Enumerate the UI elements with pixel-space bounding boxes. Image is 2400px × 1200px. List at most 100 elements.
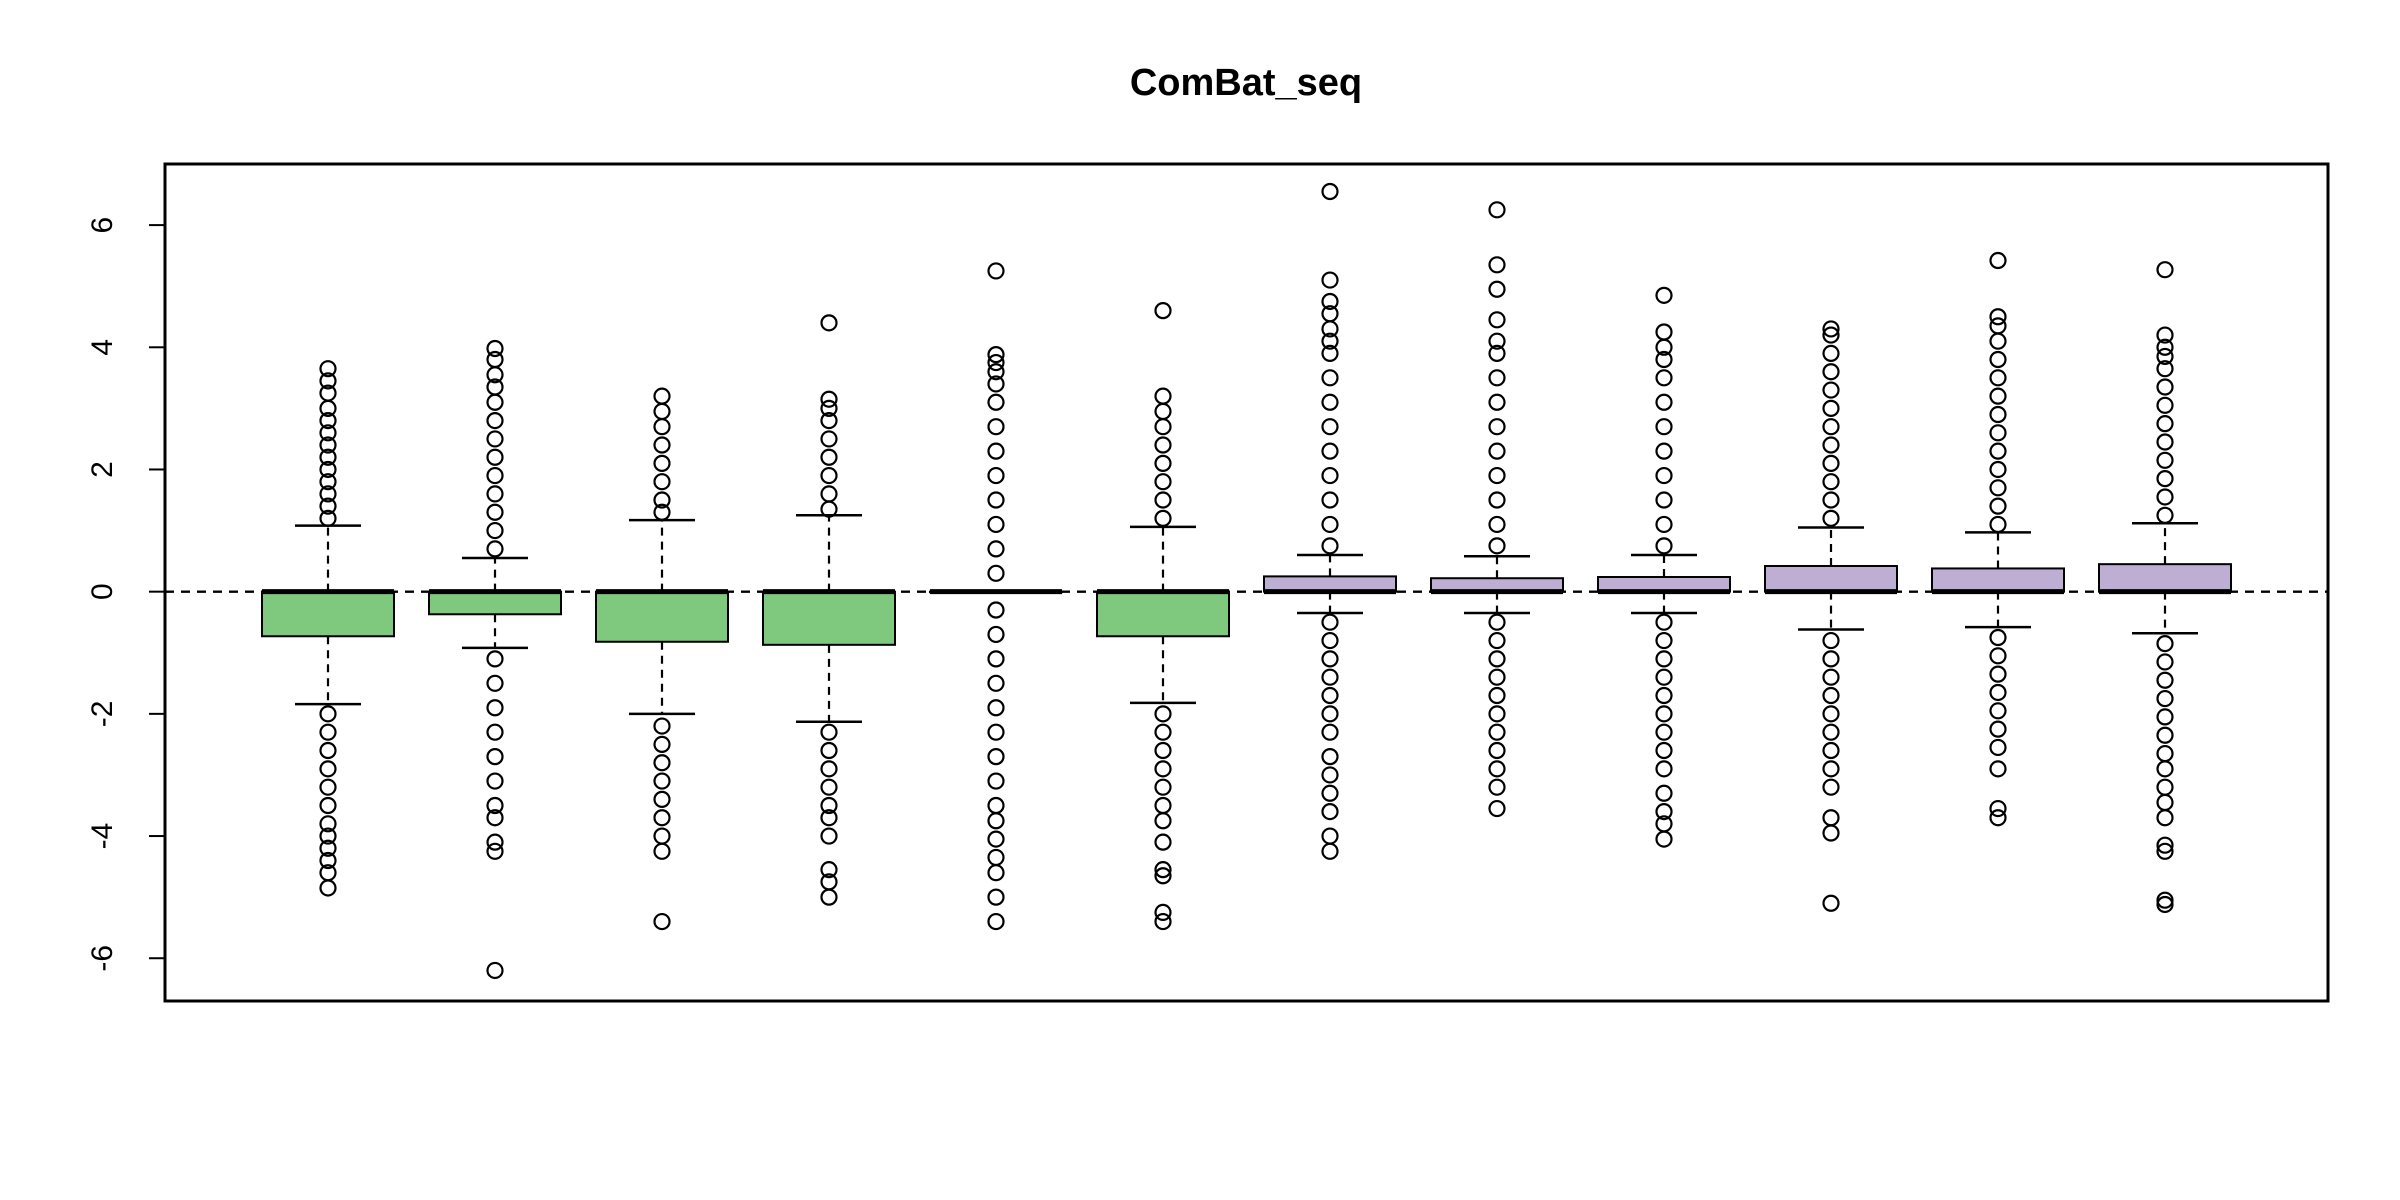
- outlier-point: [1154, 778, 1172, 796]
- outlier-point: [1655, 784, 1673, 802]
- outlier-point: [820, 485, 838, 503]
- outlier-point: [987, 515, 1005, 534]
- outlier-point: [987, 353, 1005, 372]
- outlier-point: [319, 815, 337, 833]
- outlier-point: [1655, 491, 1673, 509]
- outlier-point: [1154, 741, 1172, 760]
- outlier-point: [319, 424, 337, 442]
- outlier-point: [1321, 766, 1339, 784]
- outlier-point: [2156, 778, 2174, 796]
- outlier-point: [1989, 332, 2007, 350]
- outlier-point: [1154, 509, 1172, 527]
- outlier-point: [486, 809, 504, 827]
- outlier-point: [486, 748, 504, 766]
- outlier-point: [1321, 369, 1339, 387]
- outlier-point: [2156, 326, 2174, 344]
- outlier-point: [1822, 686, 1840, 705]
- outlier-point: [820, 888, 838, 906]
- outlier-point: [1488, 760, 1506, 778]
- outlier-point: [2156, 396, 2174, 414]
- outlier-point: [1989, 369, 2007, 387]
- outlier-point: [987, 393, 1005, 411]
- outlier-point: [1822, 631, 1840, 650]
- outlier-point: [1321, 344, 1339, 362]
- outlier-point: [987, 466, 1005, 485]
- outlier-point: [1154, 867, 1172, 885]
- outlier-point: [1321, 332, 1339, 350]
- outlier-point: [1822, 809, 1840, 827]
- outlier-point: [1321, 442, 1339, 460]
- box-8: [1430, 201, 1564, 818]
- outlier-point: [987, 674, 1005, 692]
- outlier-point: [1154, 723, 1172, 741]
- outlier-point: [1488, 799, 1506, 818]
- box-4: [762, 314, 896, 906]
- outlier-point: [319, 851, 337, 870]
- outlier-point: [1822, 363, 1840, 381]
- outlier-point: [653, 491, 671, 509]
- outlier-point: [820, 448, 838, 466]
- outlier-point: [1655, 613, 1673, 631]
- y-tick-label: -4: [86, 823, 119, 850]
- outlier-point: [1655, 350, 1673, 369]
- outlier-point: [1822, 894, 1840, 912]
- outlier-point: [1488, 442, 1506, 460]
- box-9: [1597, 286, 1731, 848]
- outlier-point: [820, 796, 838, 815]
- outlier-point: [987, 418, 1005, 436]
- outlier-point: [1321, 631, 1339, 650]
- outlier-point: [1321, 705, 1339, 723]
- outlier-point: [1488, 778, 1506, 796]
- outlier-point: [319, 778, 337, 796]
- outlier-point: [1655, 631, 1673, 650]
- outlier-point: [1321, 827, 1339, 845]
- outlier-point: [653, 473, 671, 491]
- outlier-point: [1822, 705, 1840, 723]
- outlier-point: [1321, 182, 1339, 201]
- outlier-point: [653, 717, 671, 735]
- outlier-point: [1822, 778, 1840, 796]
- outlier-point: [987, 699, 1005, 717]
- outlier-point: [1989, 424, 2007, 442]
- box-10: [1764, 320, 1898, 912]
- outlier-point: [2156, 689, 2174, 708]
- outlier-point: [653, 912, 671, 931]
- outlier-point: [1321, 842, 1339, 860]
- outlier-point: [486, 466, 504, 485]
- outlier-point: [1321, 723, 1339, 741]
- outlier-point: [1989, 405, 2007, 424]
- outlier-point: [1321, 748, 1339, 766]
- outlier-point: [1989, 628, 2007, 647]
- outlier-point: [987, 540, 1005, 558]
- outlier-point: [2156, 347, 2174, 366]
- outlier-point: [1655, 705, 1673, 723]
- box-body: [1764, 565, 1898, 593]
- box-12: [2098, 261, 2232, 914]
- outlier-point: [1822, 473, 1840, 491]
- outlier-point: [1154, 473, 1172, 491]
- outlier-point: [1488, 280, 1506, 298]
- outlier-point: [1989, 809, 2007, 827]
- y-tick-label: 0: [86, 583, 119, 600]
- outlier-point: [319, 509, 337, 527]
- outlier-point: [1321, 803, 1339, 821]
- outlier-point: [486, 378, 504, 396]
- outlier-point: [1822, 723, 1840, 741]
- outlier-point: [987, 772, 1005, 790]
- box-1: [261, 360, 395, 897]
- outlier-point: [1822, 399, 1840, 417]
- outlier-point: [1989, 497, 2007, 515]
- box-body: [595, 590, 729, 643]
- outlier-point: [1154, 491, 1172, 509]
- outlier-point: [319, 760, 337, 778]
- outlier-point: [2156, 338, 2174, 356]
- outlier-point: [1822, 436, 1840, 454]
- outlier-point: [653, 454, 671, 472]
- outlier-point: [1154, 302, 1172, 320]
- y-tick-label: 6: [86, 217, 119, 234]
- outlier-point: [1822, 824, 1840, 842]
- outlier-point: [1655, 760, 1673, 778]
- outlier-point: [1154, 812, 1172, 830]
- outlier-point: [820, 430, 838, 448]
